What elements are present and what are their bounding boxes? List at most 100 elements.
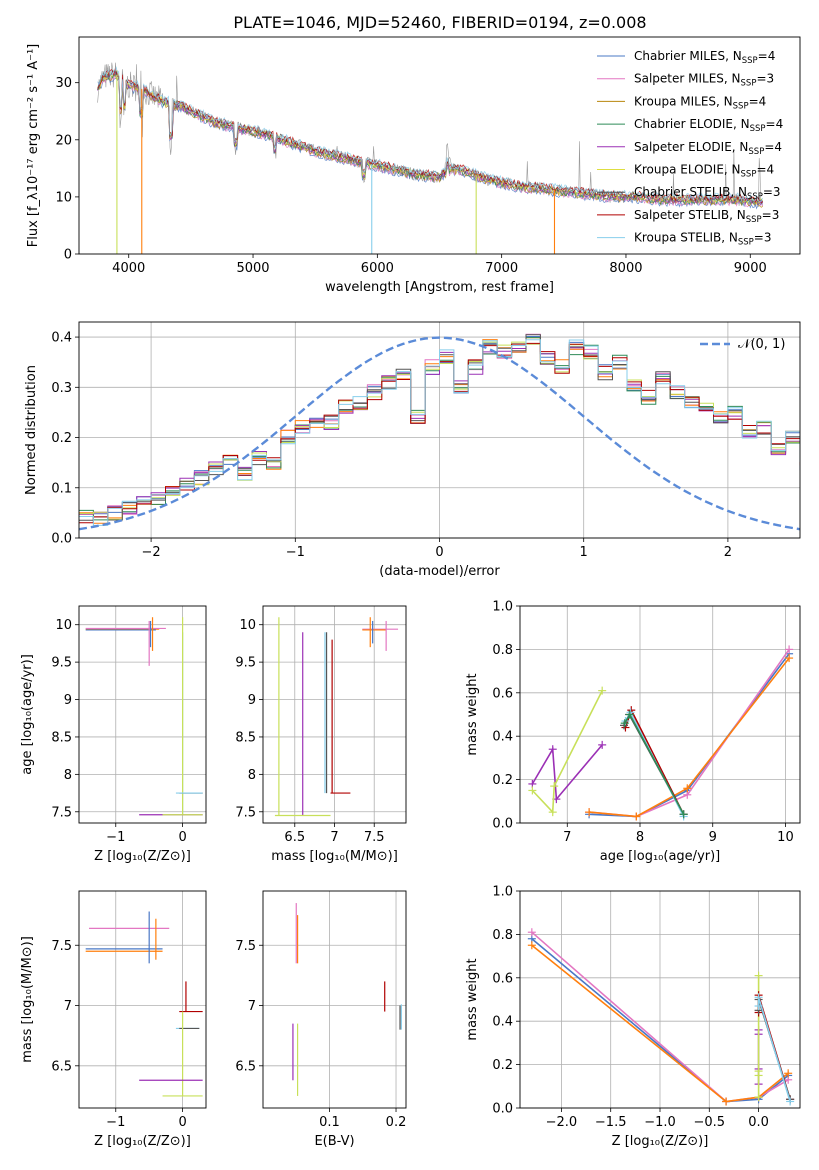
histograms <box>79 333 800 531</box>
y-tick-label: 0.3 <box>51 381 72 396</box>
x-tick-label: 10 <box>777 830 794 845</box>
legend-value: =3 <box>754 231 772 245</box>
x-tick-label: −2 <box>142 545 161 560</box>
z-mass-panel: −1 0 6.5 7 7.5 Z [log₁₀(Z/Z⊙)] mass [log₁₀(M/M… <box>20 890 207 1149</box>
y-tick-label: 8.5 <box>51 730 72 745</box>
x-tick-label: −1 <box>286 545 305 560</box>
histogram-9 <box>79 339 800 526</box>
y-tick-label: 0.1 <box>51 481 72 496</box>
y-tick-label: 0.6 <box>492 686 513 701</box>
plot-frame <box>78 36 801 255</box>
x-tick-label: 7 <box>563 830 571 845</box>
legend-label: Salpeter ELODIE, NSSP=4 <box>634 140 782 157</box>
legend-subscript: SSP <box>742 56 758 66</box>
x-axis-label: Z [log₁₀(Z/Z⊙)] <box>612 1134 709 1149</box>
x-tick-label: 6.5 <box>284 830 305 845</box>
plot-frame <box>78 890 207 1109</box>
z-age-panel: −1 0 7.5 8 8.5 9 9.5 10 Z [log₁₀(Z/Z⊙)] age [log₁… <box>20 605 207 864</box>
legend-value: =3 <box>756 72 774 86</box>
weight-age-panel: 7 8 9 10 0.0 0.2 0.4 0.6 0.8 1.0 age [log₁₀(age/yr… <box>465 600 801 864</box>
y-tick-label: 20 <box>55 133 72 148</box>
x-tick-label: −0.5 <box>694 1115 726 1130</box>
y-tick-label: 9 <box>64 693 72 708</box>
histogram-8 <box>79 342 800 524</box>
x-tick-label: 0 <box>178 830 186 845</box>
legend-subscript: SSP <box>748 147 764 157</box>
y-tick-label: 0.2 <box>51 431 72 446</box>
legend-subscript: SSP <box>741 79 757 89</box>
y-tick-label: 0.2 <box>492 773 513 788</box>
y-tick-label: 8.5 <box>235 730 256 745</box>
legend-subscript: SSP <box>746 215 762 225</box>
x-tick-label: 8000 <box>609 261 642 276</box>
y-tick-label: 0.6 <box>492 971 513 986</box>
figure-title: PLATE=1046, MJD=52460, FIBERID=0194, z=0… <box>233 13 646 32</box>
legend-subscript: SSP <box>733 101 749 111</box>
spectrum-legend: Chabrier MILES, NSSP=4 Salpeter MILES, NS… <box>597 49 783 248</box>
model-spectrum-7 <box>97 69 764 204</box>
weight-z-panel: −2.0 −1.5 −1.0 −0.5 0.0 0.0 0.2 0.4 0.6 0.8 1.0 Z [… <box>465 885 801 1149</box>
x-axis-label: Z [log₁₀(Z/Z⊙)] <box>94 1134 191 1149</box>
legend-subscript: SSP <box>747 192 763 202</box>
legend-value: =4 <box>764 140 782 154</box>
legend-label: Salpeter MILES, NSSP=3 <box>634 72 774 89</box>
histogram-5 <box>79 343 800 515</box>
legend-label: Kroupa ELODIE, NSSP=4 <box>634 163 774 180</box>
y-tick-label: 7.5 <box>51 939 72 954</box>
plot-frame <box>519 890 801 1109</box>
weight-line-5 <box>531 690 603 815</box>
weight-line-1 <box>531 938 789 1103</box>
legend-label: Chabrier MILES, NSSP=4 <box>634 49 775 66</box>
y-axis-label: mass weight <box>465 673 480 755</box>
x-tick-label: 5000 <box>236 261 269 276</box>
legend-label: 𝒩(0, 1) <box>738 337 785 352</box>
y-tick-label: 0 <box>64 248 72 263</box>
legend-label: Kroupa MILES, NSSP=4 <box>634 94 766 111</box>
x-tick-label: 4000 <box>112 261 145 276</box>
legend-label: Chabrier ELODIE, NSSP=4 <box>634 117 783 134</box>
legend-value: =4 <box>758 49 776 63</box>
x-tick-label: −1 <box>106 1115 125 1130</box>
legend-subscript: SSP <box>750 124 766 134</box>
y-tick-label: 1.0 <box>492 600 513 615</box>
y-tick-label: 0.8 <box>492 643 513 658</box>
y-tick-label: 0.0 <box>492 1102 513 1117</box>
x-tick-label: 6000 <box>361 261 394 276</box>
x-tick-label: 0 <box>435 545 443 560</box>
y-axis-label: mass weight <box>465 958 480 1040</box>
x-axis-label: age [log₁₀(age/yr)] <box>600 849 721 864</box>
y-tick-label: 7.5 <box>235 805 256 820</box>
legend-label: Kroupa STELIB, NSSP=3 <box>634 231 772 248</box>
y-tick-label: 0.0 <box>51 532 72 547</box>
legend-subscript: SSP <box>741 170 757 180</box>
x-tick-label: 1 <box>580 545 588 560</box>
legend-value: =4 <box>766 117 784 131</box>
x-tick-label: 9000 <box>734 261 767 276</box>
x-tick-label: −1 <box>106 830 125 845</box>
y-tick-label: 0.0 <box>492 817 513 832</box>
x-tick-label: −2.0 <box>546 1115 578 1130</box>
histogram-6 <box>79 341 800 520</box>
x-axis-label: Z [log₁₀(Z/Z⊙)] <box>94 849 191 864</box>
legend-value: =3 <box>763 185 781 199</box>
y-tick-label: 0.4 <box>51 331 72 346</box>
y-axis-label: Normed distribution <box>24 365 39 495</box>
model-spectrum-9 <box>97 66 764 203</box>
y-tick-label: 10 <box>55 618 72 633</box>
legend-value: =4 <box>749 94 767 108</box>
plot-frame <box>262 605 407 824</box>
weight-line-2 <box>589 648 790 818</box>
y-tick-label: 0.2 <box>492 1058 513 1073</box>
x-tick-label: 2 <box>724 545 732 560</box>
weight-line-9 <box>624 712 685 815</box>
legend-label: Chabrier STELIB, NSSP=3 <box>634 185 781 202</box>
legend-label: Salpeter STELIB, NSSP=3 <box>634 208 779 225</box>
mass-age-panel: 6.5 7 7.5 7.5 8 8.5 9 9.5 10 mass [log₁₀(M/M⊙)] <box>235 605 407 864</box>
x-tick-label: 0.0 <box>748 1115 769 1130</box>
y-tick-label: 7 <box>248 999 256 1014</box>
y-tick-label: 30 <box>55 76 72 91</box>
y-tick-label: 10 <box>239 618 256 633</box>
plot-frame <box>78 605 207 824</box>
weight-line-3 <box>589 657 790 818</box>
spectrum-lines <box>97 62 764 254</box>
